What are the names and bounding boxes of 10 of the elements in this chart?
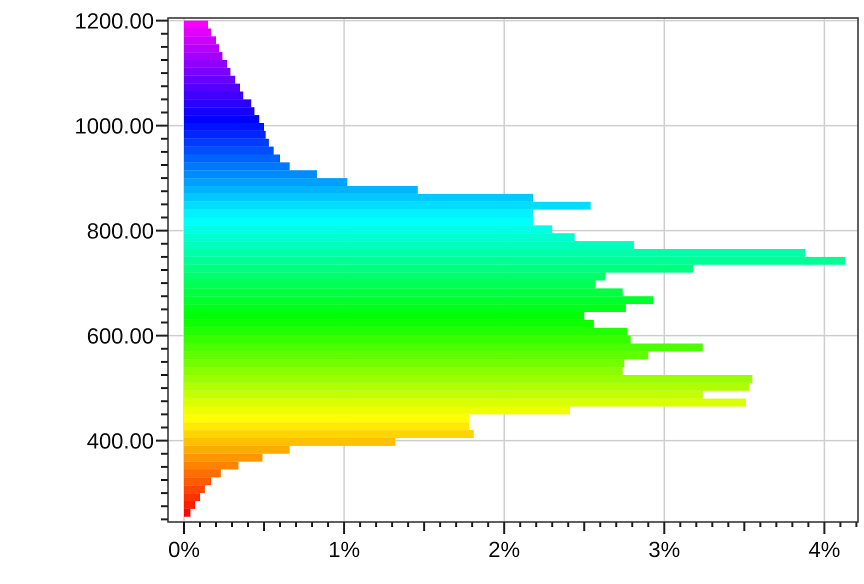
x-tick-label: 1%: [328, 537, 360, 562]
x-tick-label: 3%: [648, 537, 680, 562]
x-tick-label: 0%: [168, 537, 200, 562]
x-tick-label: 2%: [488, 537, 520, 562]
y-tick-label: 400.00: [86, 428, 154, 454]
x-tick-label: 4%: [808, 537, 840, 562]
y-tick-label: 1000.00: [74, 113, 154, 138]
y-tick-label: 800.00: [86, 218, 154, 244]
y-tick-label: 600.00: [86, 323, 154, 348]
y-tick-label: 1200.00: [74, 8, 154, 34]
